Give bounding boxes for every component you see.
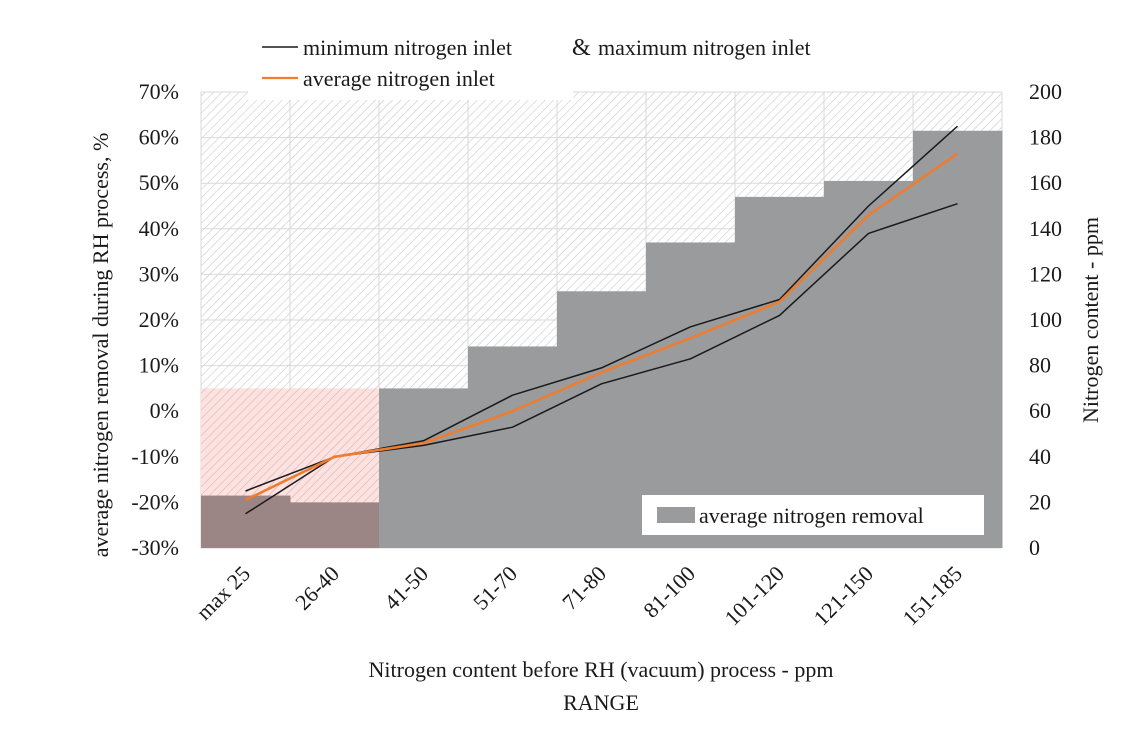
- bar-26-40: [290, 502, 380, 548]
- right-axis-title: Nitrogen content - ppm: [1078, 217, 1103, 423]
- right-tick-label: 20: [1029, 489, 1051, 514]
- line-series: [244, 125, 959, 515]
- left-tick-label: 30%: [139, 261, 179, 286]
- bar-51-70: [468, 346, 558, 548]
- x-tick-label: 41-50: [379, 561, 433, 615]
- left-tick-label: -20%: [131, 489, 179, 514]
- legend-top: minimum nitrogen inlet & maximum nitroge…: [248, 30, 811, 100]
- x-tick-label: 51-70: [468, 561, 522, 615]
- legend-label-avg: average nitrogen inlet: [303, 66, 495, 91]
- x-tick-label: 101-120: [720, 561, 790, 631]
- highlight-region: [201, 388, 379, 503]
- left-tick-label: 60%: [139, 125, 179, 150]
- x-axis-title-range: RANGE: [563, 690, 639, 715]
- bar-121-150: [824, 180, 914, 549]
- right-tick-label: 80: [1029, 353, 1051, 378]
- left-tick-label: 40%: [139, 216, 179, 241]
- bar-71-80: [557, 291, 647, 548]
- x-axis-title: Nitrogen content before RH (vacuum) proc…: [369, 657, 834, 682]
- left-tick-label: 0%: [150, 398, 179, 423]
- left-tick-label: -10%: [131, 444, 179, 469]
- x-tick-label: max 25: [191, 561, 255, 625]
- right-tick-label: 180: [1029, 125, 1062, 150]
- left-axis-title: average nitrogen removal during RH proce…: [88, 133, 113, 558]
- legend-top-background: [248, 30, 573, 100]
- right-tick-label: 0: [1029, 535, 1040, 560]
- x-tick-label: 71-80: [557, 561, 611, 615]
- left-tick-label: 10%: [139, 353, 179, 378]
- legend-bar-label: average nitrogen removal: [699, 503, 924, 528]
- highlight-rect: [201, 388, 379, 503]
- right-tick-label: 60: [1029, 398, 1051, 423]
- legend-bar-swatch: [657, 507, 695, 523]
- x-tick-label: 121-150: [809, 561, 879, 631]
- bar-41-50: [379, 388, 469, 548]
- bar-101-120: [735, 196, 825, 548]
- right-tick-label: 100: [1029, 307, 1062, 332]
- x-tick-label: 26-40: [290, 561, 344, 615]
- left-tick-label: 70%: [139, 79, 179, 104]
- legend-label-max: maximum nitrogen inlet: [598, 35, 811, 60]
- x-tick-label: 81-100: [638, 561, 700, 623]
- bar-151-185: [913, 130, 1003, 548]
- line-average-nitrogen-inlet: [244, 152, 959, 502]
- left-axis-ticks: -30% -20% -10% 0% 10% 20% 30% 40% 50% 60% 70%: [131, 79, 179, 560]
- legend-ampersand: &: [572, 35, 591, 61]
- x-axis-ticks: max 25 26-40 41-50 51-70 71-80 81-100 101-120 1…: [191, 561, 967, 631]
- right-axis-ticks: 0 20 40 60 80 100 120 140 160 180 200: [1029, 79, 1062, 560]
- right-tick-label: 120: [1029, 261, 1062, 286]
- bar-max-25: [201, 495, 291, 548]
- legend-bar: average nitrogen removal: [642, 495, 984, 535]
- legend-bar-background: [642, 495, 984, 535]
- right-tick-label: 40: [1029, 444, 1051, 469]
- right-tick-label: 140: [1029, 216, 1062, 241]
- left-tick-label: 20%: [139, 307, 179, 332]
- right-tick-label: 160: [1029, 170, 1062, 195]
- legend-label-min: minimum nitrogen inlet: [303, 35, 512, 60]
- right-tick-label: 200: [1029, 79, 1062, 104]
- x-tick-label: 151-185: [898, 561, 968, 631]
- left-tick-label: 50%: [139, 170, 179, 195]
- left-tick-label: -30%: [131, 535, 179, 560]
